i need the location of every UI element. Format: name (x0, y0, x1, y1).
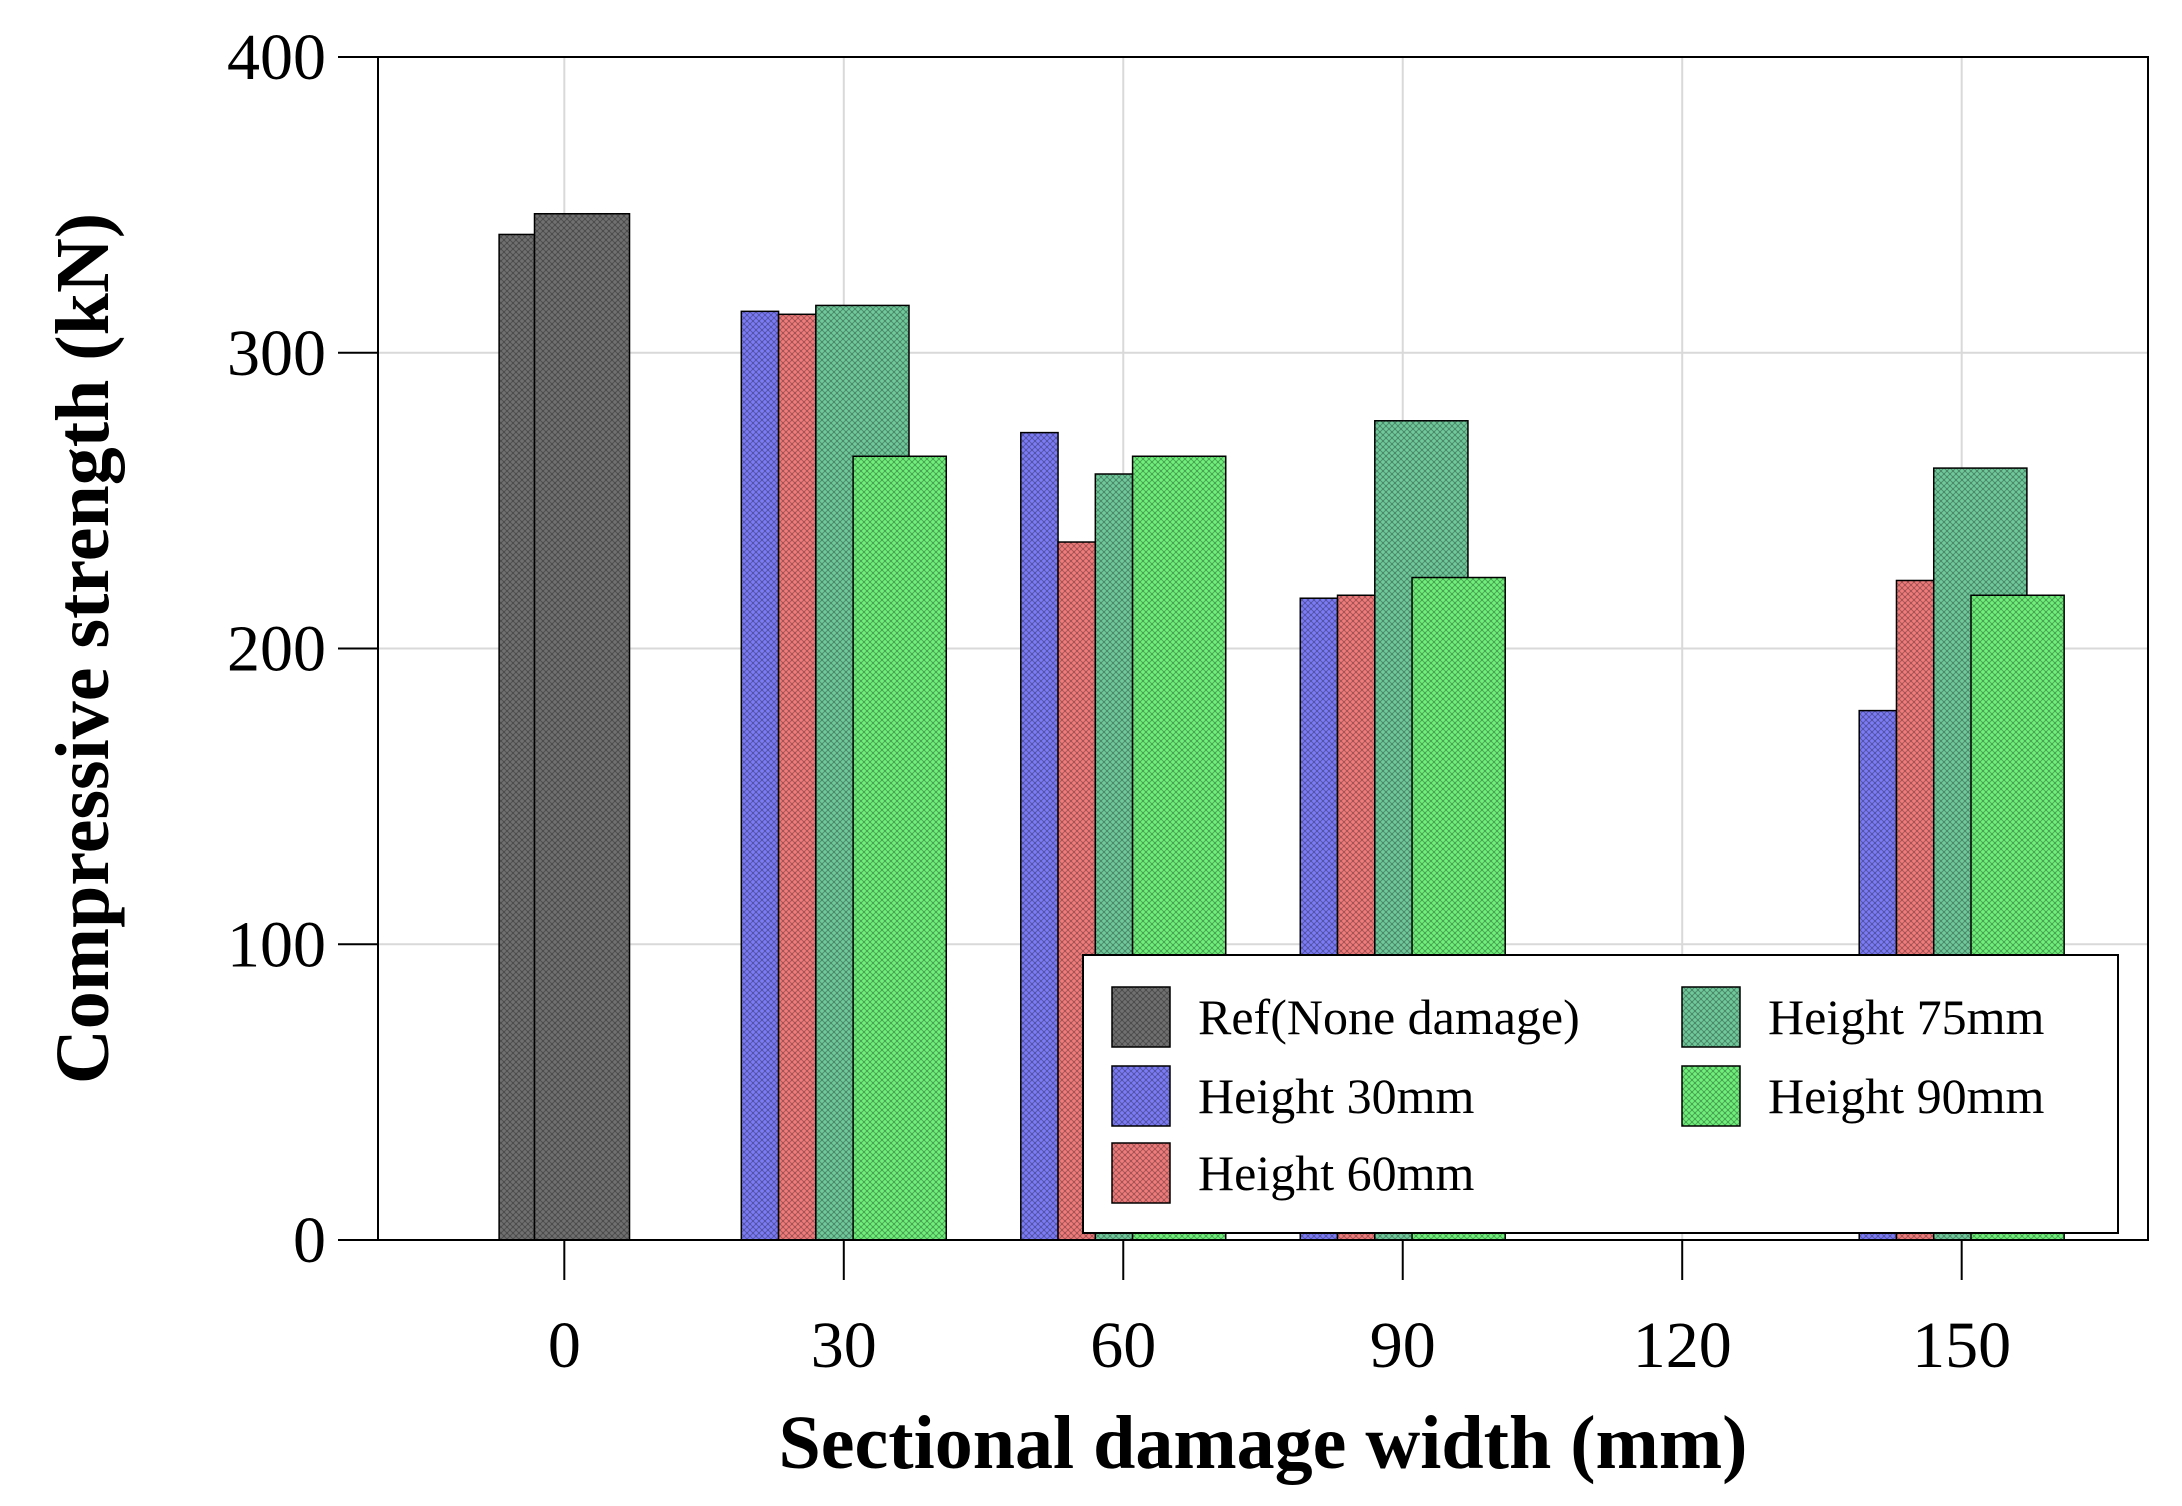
x-tick-label: 30 (811, 1309, 877, 1382)
bar-height-30mm (740, 310, 780, 1241)
legend-label: Height 75mm (1768, 989, 2044, 1045)
y-tick-label: 100 (227, 908, 326, 981)
y-tick-label: 200 (227, 613, 326, 686)
y-tick-label: 0 (293, 1204, 326, 1277)
legend-label: Height 90mm (1768, 1068, 2044, 1124)
bar-ref-none-damage- (498, 233, 536, 1241)
legend-item: Height 60mm (1111, 1142, 1474, 1204)
y-tick-label: 400 (227, 21, 326, 94)
legend-label: Height 30mm (1198, 1068, 1474, 1124)
legend-label: Height 60mm (1198, 1145, 1474, 1201)
axis-ticks: 0 100 200 300 400 0 30 60 90 120 150 (227, 21, 2011, 1382)
x-tick-label: 90 (1370, 1309, 1436, 1382)
legend-item: Height 30mm (1111, 1065, 1474, 1127)
x-axis-title: Sectional damage width (mm) (779, 1401, 1748, 1485)
legend-item: Height 90mm (1681, 1065, 2044, 1127)
x-tick-label: 120 (1633, 1309, 1732, 1382)
x-tick-label: 60 (1090, 1309, 1156, 1382)
y-axis-title: Compressive strength (kN) (41, 213, 125, 1084)
legend-item: Height 75mm (1681, 986, 2044, 1048)
y-tick-label: 300 (227, 317, 326, 390)
bar-height-30mm (1020, 431, 1059, 1241)
legend-item: Ref(None damage) (1111, 986, 1580, 1048)
bar-ref-none-damage- (533, 212, 631, 1241)
bar-height-90mm (852, 455, 948, 1241)
legend-box (1082, 954, 2119, 1234)
bar-height-60mm (777, 313, 817, 1241)
x-tick-label: 150 (1912, 1309, 2011, 1382)
legend-label: Ref(None damage) (1198, 989, 1580, 1045)
legend: Ref(None damage) Height 30mm Height 60mm He… (1082, 954, 2119, 1234)
x-tick-label: 0 (548, 1309, 581, 1382)
